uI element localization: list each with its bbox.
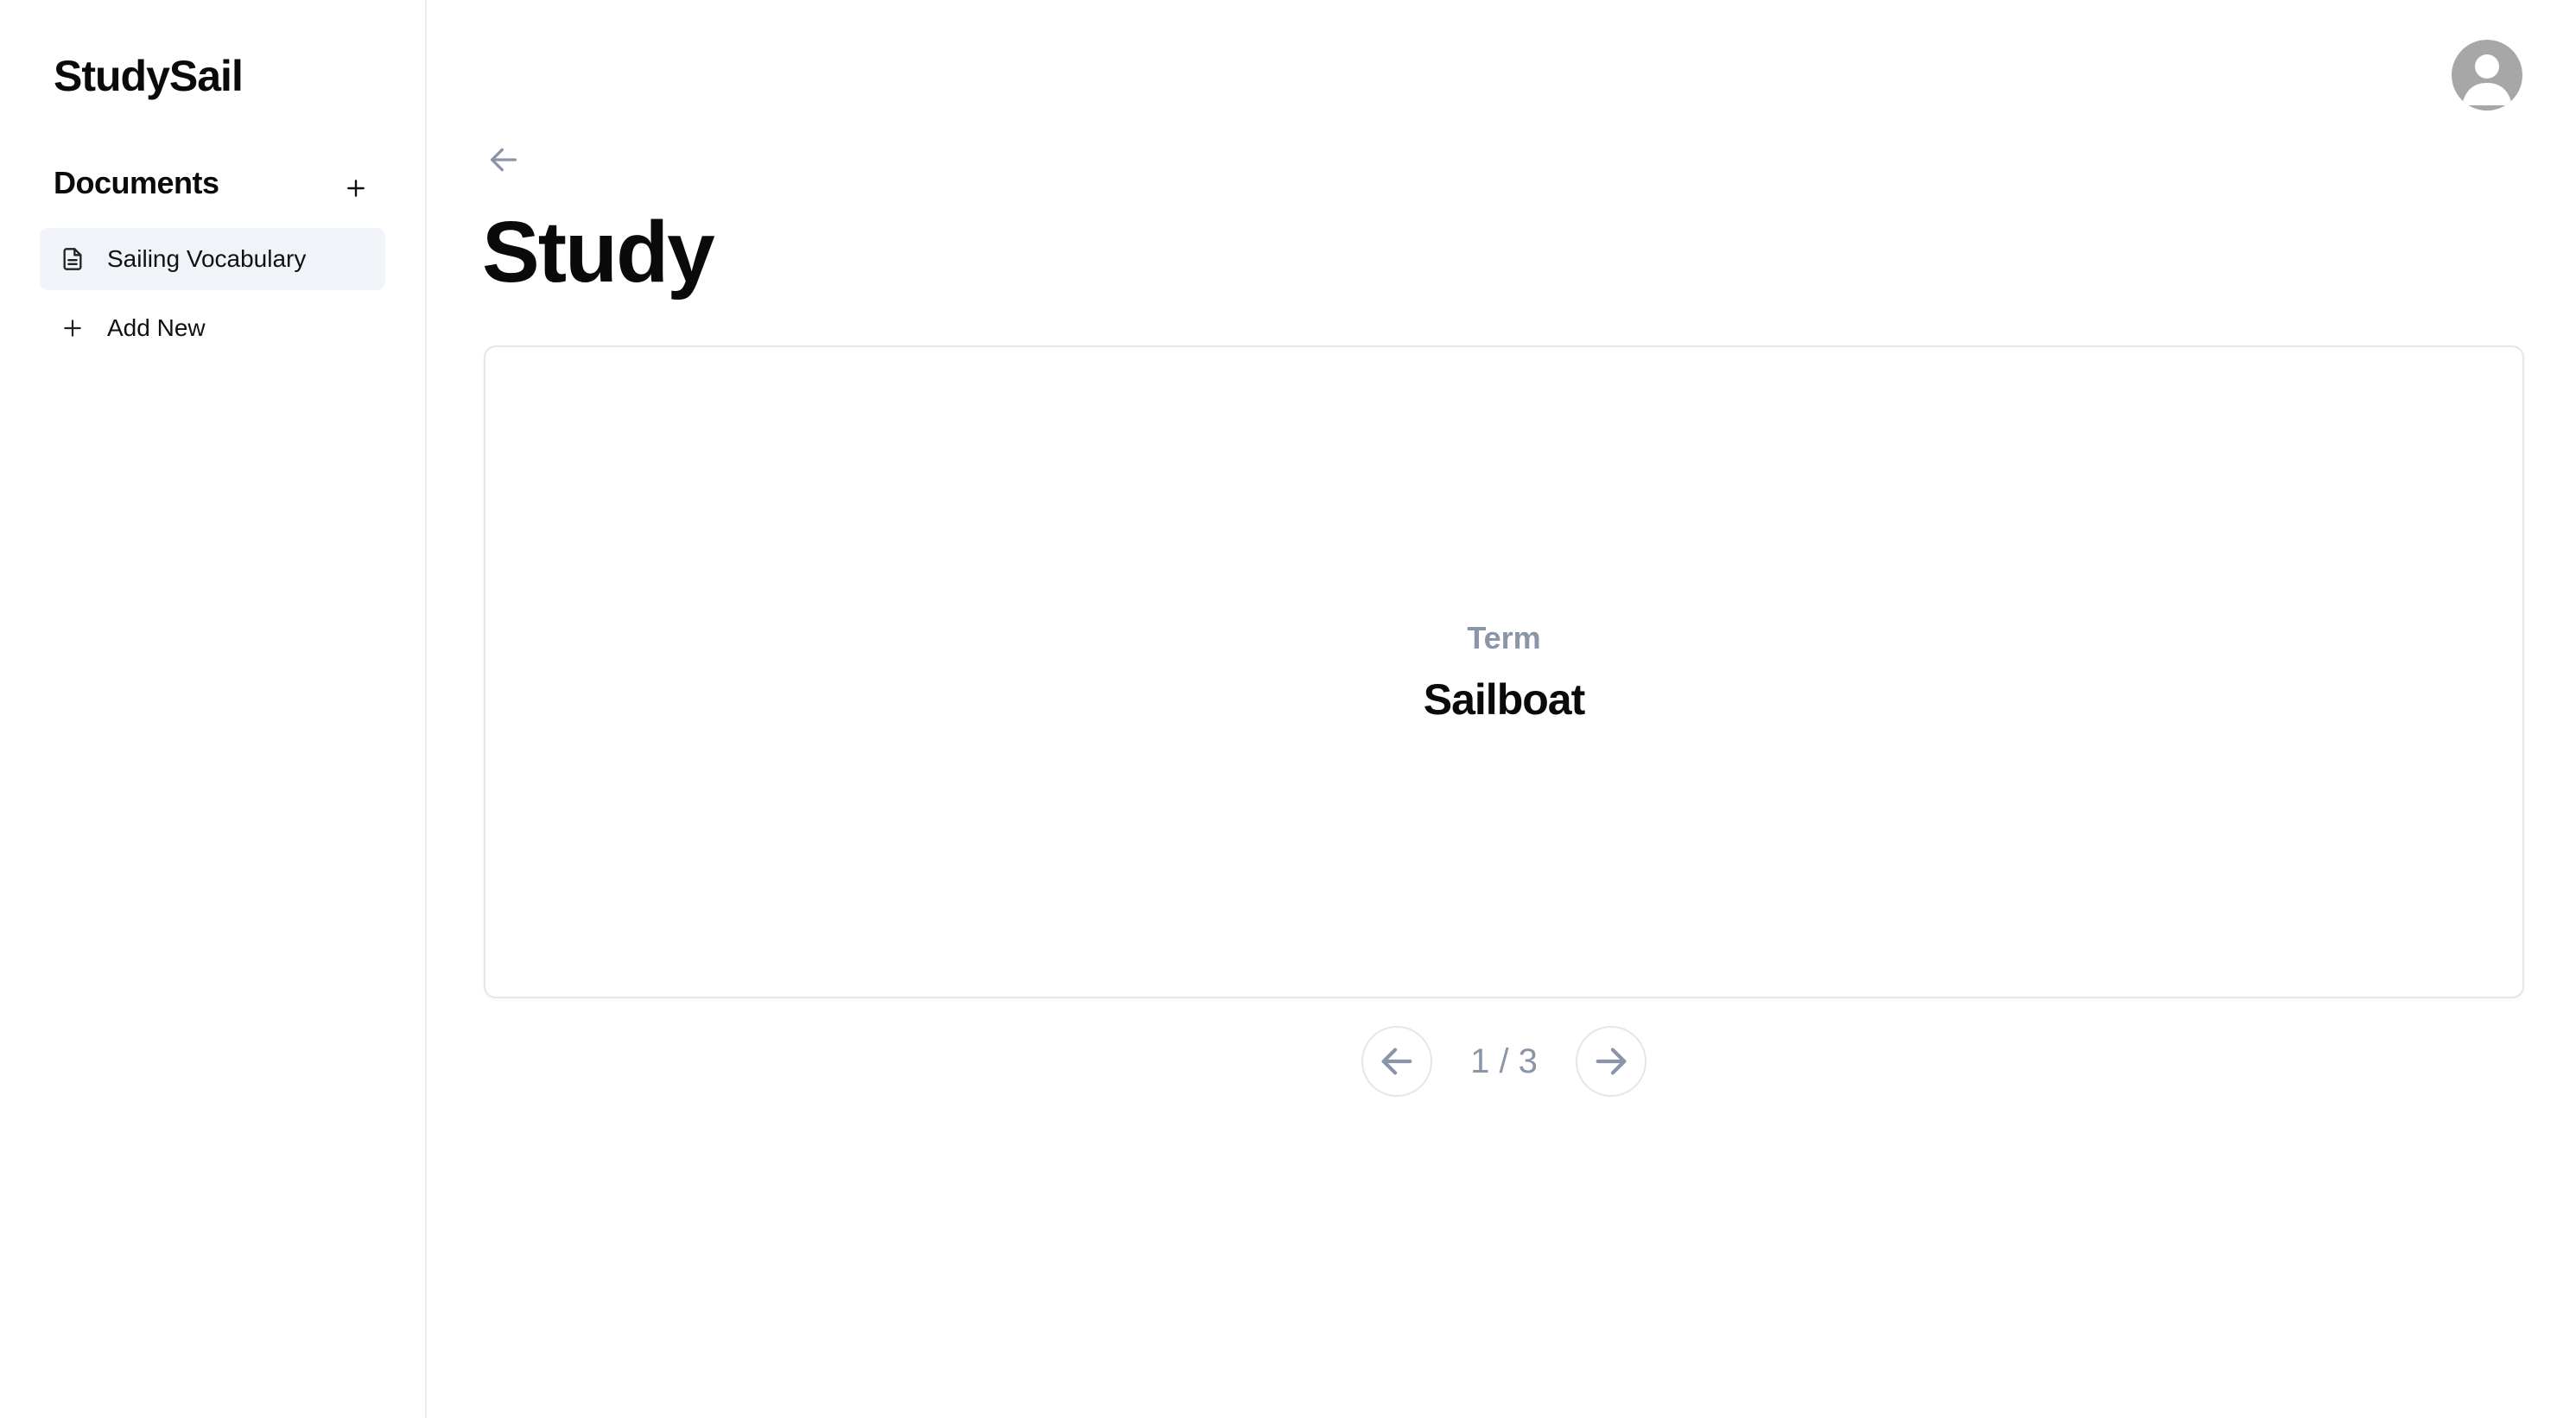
card-term-text: Sailboat — [1423, 675, 1585, 724]
next-card-button[interactable] — [1576, 1026, 1646, 1097]
arrow-left-icon — [491, 148, 517, 172]
card-position-indicator: 1 / 3 — [1470, 1041, 1538, 1080]
plus-icon — [57, 313, 88, 344]
sidebar-item-add-new[interactable]: Add New — [40, 297, 385, 359]
plus-icon — [347, 180, 365, 197]
arrow-right-icon — [1596, 1048, 1627, 1075]
user-avatar[interactable] — [2452, 40, 2522, 111]
arrow-left-icon — [1381, 1048, 1412, 1075]
card-pager: 1 / 3 — [1361, 1026, 1646, 1097]
documents-section-title: Documents — [54, 165, 219, 200]
card-side-label: Term — [1467, 620, 1541, 655]
previous-card-button[interactable] — [1361, 1026, 1432, 1097]
app-logo-text: StudySail — [54, 52, 244, 100]
flashcard[interactable]: Term Sailboat — [484, 345, 2524, 998]
user-icon — [2462, 54, 2512, 105]
document-icon — [57, 244, 88, 275]
page-title: Study — [482, 204, 715, 301]
sidebar-item-sailing-vocabulary[interactable]: Sailing Vocabulary — [40, 228, 385, 290]
back-button[interactable] — [482, 138, 525, 181]
sidebar-item-label: Sailing Vocabulary — [107, 245, 307, 272]
add-document-button[interactable] — [337, 169, 375, 207]
sidebar: StudySail Documents Sailing Vocabulary — [0, 0, 427, 1418]
sidebar-item-label: Add New — [107, 314, 206, 341]
